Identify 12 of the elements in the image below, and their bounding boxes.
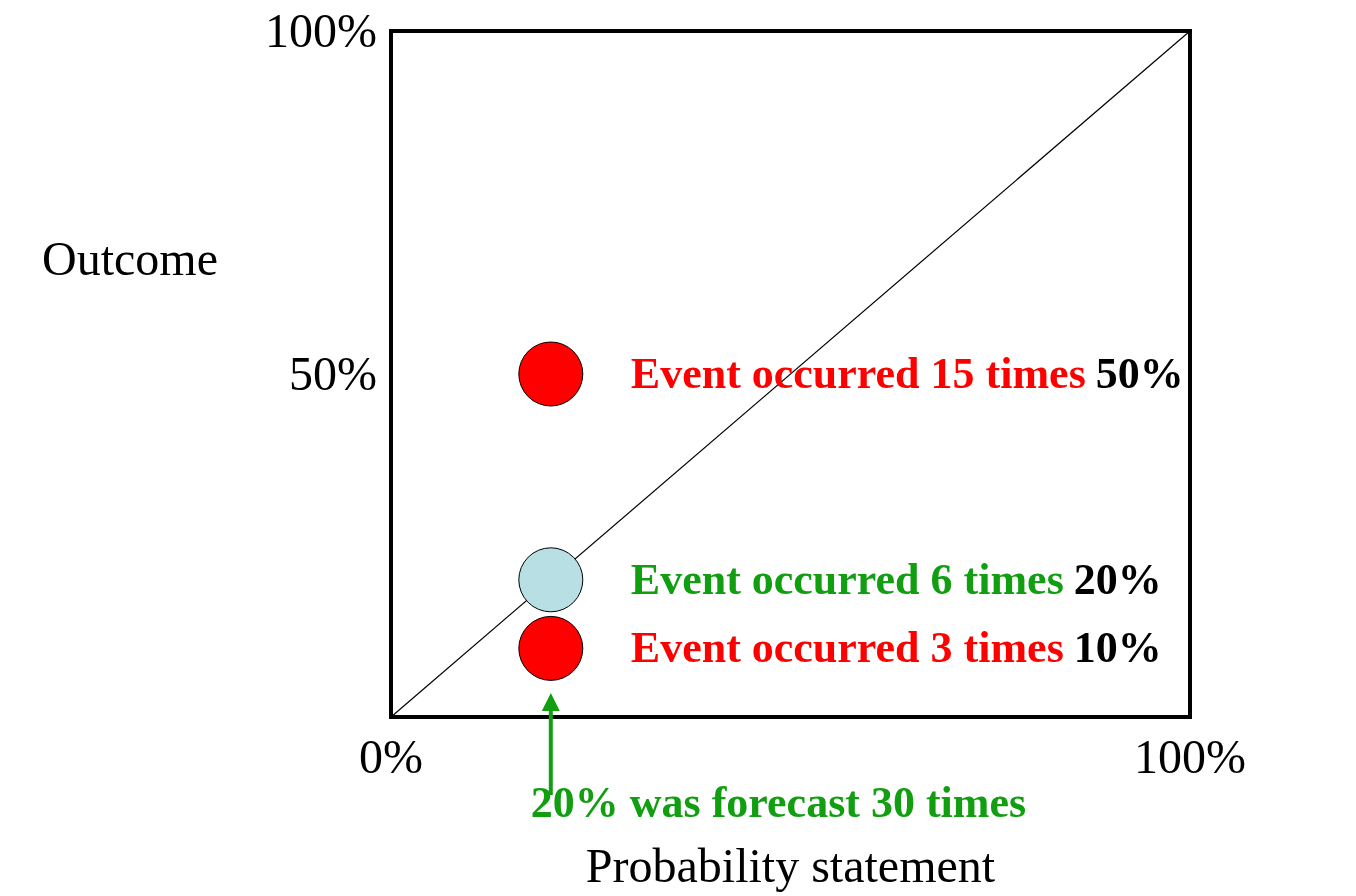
text: 20% was forecast 30 times [530, 778, 1027, 827]
x-tick-label: 0% [359, 730, 423, 783]
point [518, 547, 584, 613]
annotation: Event occurred 6 times [630, 554, 1064, 604]
annotation: 50% [1095, 349, 1184, 398]
annotation: 10% [1073, 623, 1162, 673]
point [518, 341, 584, 407]
point [518, 615, 584, 681]
annotation: 20% [1073, 554, 1162, 604]
y-axis-title: Outcome [42, 232, 218, 285]
x-axis-title: Probability statement [585, 839, 996, 892]
annotation: Event occurred 3 times [630, 623, 1064, 673]
